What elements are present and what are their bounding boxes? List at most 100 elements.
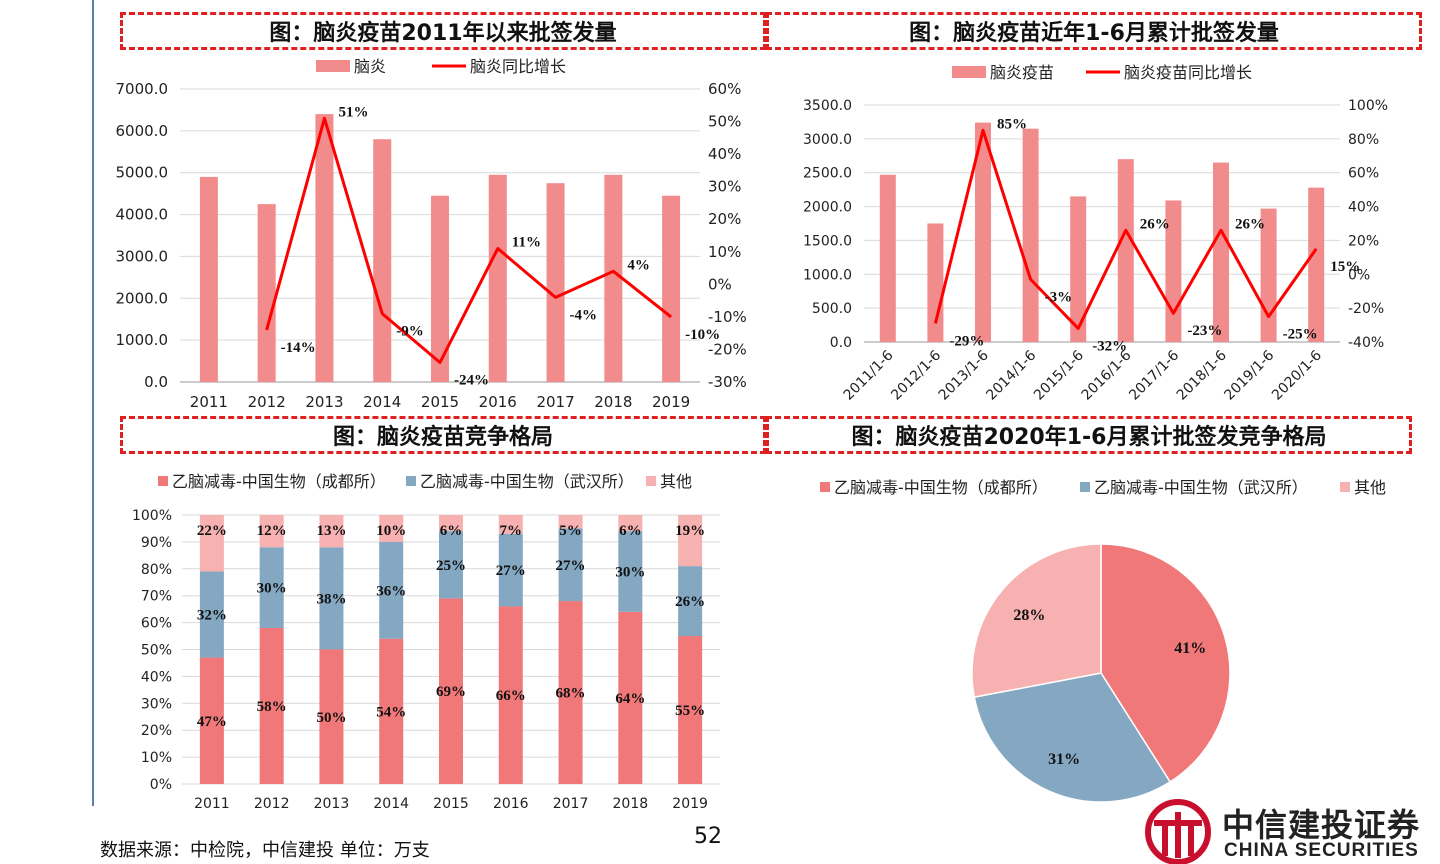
y-right-tick-label: -40%	[1348, 335, 1384, 351]
bar	[199, 176, 218, 382]
growth-line	[265, 116, 673, 364]
growth-data-label: 4%	[627, 257, 650, 273]
y-left-tick-label: 2000.0	[803, 200, 852, 216]
growth-data-label: -29%	[949, 333, 984, 349]
legend-label-bar: 脑炎疫苗	[990, 63, 1054, 82]
legend-label: 乙脑减毒-中国生物（武汉所）	[420, 472, 634, 491]
bar	[315, 114, 334, 382]
y-tick-label: 10%	[141, 750, 172, 766]
segment-data-label: 64%	[615, 691, 645, 707]
growth-data-label: -9%	[396, 324, 424, 340]
segment-data-label: 27%	[496, 563, 526, 579]
legend-label: 乙脑减毒-中国生物（成都所）	[172, 472, 386, 491]
y-left-tick-label: 1000.0	[803, 267, 852, 283]
segment-data-label: 54%	[376, 704, 406, 720]
segment-data-label: 66%	[496, 688, 526, 704]
stacked-bar-segment	[558, 601, 583, 784]
growth-data-label: -25%	[1283, 327, 1318, 343]
x-tick-label: 2017	[536, 393, 574, 411]
x-tick-label: 2014/1-6	[983, 347, 1039, 403]
x-tick-label: 2011	[190, 393, 228, 411]
segment-data-label: 36%	[376, 583, 406, 599]
logo-emblem-icon	[1145, 799, 1211, 864]
x-tick-label: 2014	[363, 393, 401, 411]
y-right-tick-label: -20%	[1348, 301, 1384, 317]
y-tick-label: 20%	[141, 723, 172, 739]
y-left-tick-label: 3000.0	[803, 132, 852, 148]
segment-data-label: 26%	[675, 594, 705, 610]
y-tick-label: 40%	[141, 669, 172, 685]
y-left-tick-label: 3000.0	[116, 247, 169, 265]
stacked-bar-segment	[678, 515, 703, 567]
segment-data-label: 32%	[197, 608, 227, 624]
segment-data-label: 6%	[619, 523, 642, 539]
stacked-bar-segment	[498, 533, 523, 607]
y-left-tick-label: 1500.0	[803, 233, 852, 249]
y-left-tick-label: 500.0	[812, 301, 852, 317]
stacked-bar-segment	[199, 515, 224, 572]
stacked-bar-segment	[618, 515, 643, 532]
y-right-tick-label: 20%	[708, 210, 741, 228]
growth-data-label: 26%	[1235, 216, 1265, 232]
pie-data-label: 41%	[1174, 640, 1206, 657]
bar	[879, 174, 896, 342]
y-right-tick-label: 40%	[1348, 200, 1379, 216]
y-left-tick-label: 0.0	[144, 373, 168, 391]
legend-swatch-bar	[316, 60, 350, 72]
stacked-bar-segment	[379, 638, 404, 784]
growth-data-label: 26%	[1140, 216, 1170, 232]
segment-data-label: 58%	[257, 699, 287, 715]
legend-swatch	[646, 476, 656, 486]
growth-data-label: 11%	[512, 235, 541, 251]
x-tick-label: 2015/1-6	[1031, 347, 1087, 403]
legend-label: 乙脑减毒-中国生物（成都所）	[834, 478, 1048, 497]
stacked-bar-segment	[678, 636, 703, 784]
segment-data-label: 7%	[500, 523, 523, 539]
growth-line	[933, 128, 1318, 330]
stacked-bar-segment	[319, 515, 344, 548]
bar	[257, 204, 276, 382]
segment-data-label: 55%	[675, 703, 705, 719]
stacked-bar-segment	[558, 515, 583, 529]
legend-label-line: 脑炎疫苗同比增长	[1124, 63, 1252, 82]
bar	[1117, 159, 1134, 342]
chart-title-pie: 图：脑炎疫苗2020年1-6月累计批签发竞争格局	[766, 416, 1412, 454]
y-right-tick-label: 50%	[708, 113, 741, 131]
growth-data-label: -24%	[454, 372, 489, 388]
y-right-tick-label: 80%	[1348, 132, 1379, 148]
growth-data-label: 15%	[1330, 259, 1360, 275]
x-tick-label: 2015	[421, 393, 459, 411]
pie-share-chart: 乙脑减毒-中国生物（成都所） 乙脑减毒-中国生物（武汉所） 其他 41% 31% 28%	[820, 478, 1386, 803]
x-tick-label: 2013	[314, 796, 350, 812]
stacked-bar-segment	[379, 541, 404, 639]
legend-swatch	[820, 482, 830, 492]
x-tick-label: 2016/1-6	[1079, 347, 1135, 403]
stacked-bar-segment	[439, 531, 463, 599]
h1-combo-chart: 脑炎疫苗 脑炎疫苗同比增长 0.0 500.0 1000.0 1500.0 2000.0 25…	[803, 63, 1388, 404]
x-tick-label: 2012	[254, 796, 290, 812]
x-tick-label: 2019	[652, 393, 690, 411]
bar	[604, 174, 623, 382]
stacked-bar-segment	[259, 627, 284, 784]
segment-data-label: 12%	[257, 523, 287, 539]
growth-data-label: -10%	[685, 327, 720, 343]
y-tick-label: 30%	[141, 696, 172, 712]
left-margin-rule	[92, 0, 94, 806]
segment-data-label: 5%	[559, 523, 582, 539]
page-number: 52	[694, 824, 722, 849]
legend-swatch	[158, 476, 168, 486]
x-tick-label: 2019	[672, 796, 708, 812]
y-right-tick-label: 100%	[1348, 98, 1388, 114]
segment-data-label: 68%	[556, 686, 586, 702]
x-tick-label: 2013/1-6	[936, 347, 992, 403]
y-left-tick-label: 2500.0	[803, 166, 852, 182]
legend-label-line: 脑炎同比增长	[470, 57, 566, 76]
china-securities-logo: 中信建投证券 CHINA SECURITIES	[1140, 798, 1440, 864]
segment-data-label: 10%	[376, 523, 406, 539]
x-tick-label: 2011	[194, 796, 230, 812]
segment-data-label: 22%	[197, 523, 227, 539]
stacked-bar-segment	[259, 547, 284, 628]
pie-data-label: 31%	[1048, 751, 1080, 768]
segment-data-label: 19%	[675, 523, 705, 539]
x-tick-label: 2013	[305, 393, 343, 411]
